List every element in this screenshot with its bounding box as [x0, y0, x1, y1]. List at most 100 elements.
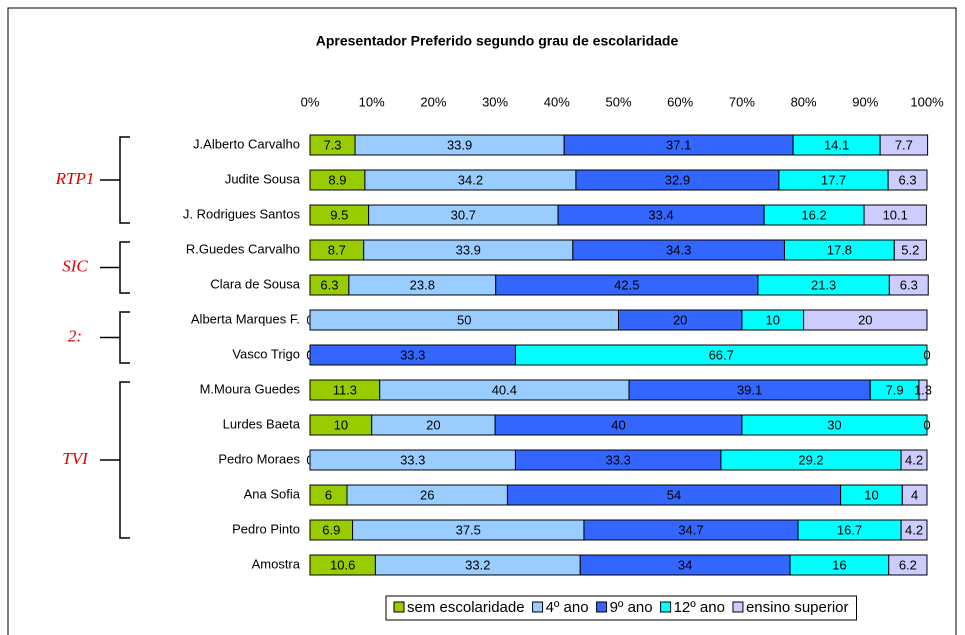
x-tick-label: 60%	[667, 94, 693, 109]
bar-segment	[887, 169, 928, 191]
x-tick-label: 50%	[605, 94, 631, 109]
group-bracket	[100, 381, 130, 539]
value-label: 4	[911, 487, 918, 502]
value-label: 54	[667, 487, 681, 502]
bar-segment	[918, 379, 928, 401]
value-label: 10.6	[330, 557, 355, 572]
value-label: 4.2	[905, 452, 923, 467]
legend-box	[385, 595, 858, 621]
x-tick-label: 30%	[482, 94, 508, 109]
legend-label: 4º ano	[546, 599, 589, 616]
value-label: 34.2	[458, 172, 483, 187]
value-label: 37.5	[456, 522, 481, 537]
value-label: 33.3	[606, 452, 631, 467]
x-tick-label: 100%	[910, 94, 944, 109]
value-label: 34.3	[666, 242, 691, 257]
bar-segment	[900, 519, 928, 541]
x-tick-label: 10%	[359, 94, 385, 109]
value-label: 33.9	[447, 137, 472, 152]
y-tick-label: Pedro Moraes	[218, 451, 300, 466]
value-label: 20	[858, 312, 872, 327]
y-tick-label: Judite Sousa	[225, 171, 301, 186]
value-label: 17.7	[821, 172, 846, 187]
x-tick-label: 0%	[301, 94, 320, 109]
value-label: 26	[420, 487, 434, 502]
y-tick-label: Vasco Trigo	[232, 346, 300, 361]
chart-title: Apresentador Preferido segundo grau de e…	[316, 33, 679, 49]
x-tick-label: 70%	[729, 94, 755, 109]
bar-segment	[803, 309, 928, 331]
value-label: 6.3	[320, 277, 338, 292]
value-label: 42.5	[614, 277, 639, 292]
bar-segment	[741, 414, 928, 436]
value-label: 33.9	[456, 242, 481, 257]
chart-border	[7, 7, 957, 635]
value-label: 10	[334, 417, 348, 432]
value-label: 6.2	[899, 557, 917, 572]
legend-swatch	[532, 601, 544, 613]
value-label: 8.7	[328, 242, 346, 257]
y-tick-label: Lurdes Baeta	[223, 416, 301, 431]
y-tick-label: J. Rodrigues Santos	[183, 206, 301, 221]
value-label: 20	[426, 417, 440, 432]
value-label: 7.7	[895, 137, 913, 152]
bar-segment	[900, 449, 928, 471]
value-label: 7.3	[323, 137, 341, 152]
value-label: 10	[766, 312, 780, 327]
group-bracket	[100, 136, 130, 224]
y-tick-label: Alberta Marques F.	[191, 311, 300, 326]
bar-segment	[863, 204, 927, 226]
legend-label: sem escolaridade	[407, 599, 525, 616]
value-label: 40	[611, 417, 625, 432]
value-label: 34	[678, 557, 692, 572]
value-label: 39.1	[737, 382, 762, 397]
value-label: 40.4	[492, 382, 517, 397]
value-label: 34.7	[678, 522, 703, 537]
value-label: 23.8	[410, 277, 435, 292]
value-label: 6	[325, 487, 332, 502]
value-label: 17.8	[827, 242, 852, 257]
y-tick-label: Clara de Sousa	[210, 276, 300, 291]
value-label: 37.1	[666, 137, 691, 152]
value-label: 7.9	[886, 382, 904, 397]
group-label: SIC	[62, 256, 88, 275]
bar-segment	[888, 274, 929, 296]
value-label: 10.1	[883, 207, 908, 222]
legend-label: 12º ano	[674, 599, 725, 616]
value-label: 30	[827, 417, 841, 432]
x-tick-label: 90%	[852, 94, 878, 109]
legend-swatch	[660, 601, 672, 613]
value-label: 5.2	[901, 242, 919, 257]
value-label: 16.7	[837, 522, 862, 537]
legend-label: 9º ano	[610, 599, 653, 616]
value-label: 30.7	[451, 207, 476, 222]
x-tick-label: 80%	[791, 94, 817, 109]
value-label: 29.2	[798, 452, 823, 467]
y-tick-label: Amostra	[252, 556, 301, 571]
group-label: RTP1	[55, 169, 95, 188]
x-tick-label: 40%	[544, 94, 570, 109]
value-label: 6.3	[900, 277, 918, 292]
value-label: 6.9	[322, 522, 340, 537]
value-label: 33.3	[400, 347, 425, 362]
legend-swatch	[732, 601, 744, 613]
group-bracket	[100, 241, 130, 294]
value-label: 32.9	[665, 172, 690, 187]
value-label: 16.2	[801, 207, 826, 222]
value-label: 0	[923, 417, 930, 432]
bar-segment	[514, 344, 928, 366]
value-label: 4.2	[905, 522, 923, 537]
legend-swatch	[393, 601, 405, 613]
legend-swatch	[596, 601, 608, 613]
value-label: 6.3	[899, 172, 917, 187]
value-label: 66.7	[709, 347, 734, 362]
value-label: 1.3	[914, 382, 932, 397]
bar-segment	[879, 134, 929, 156]
y-tick-label: M.Moura Guedes	[200, 381, 301, 396]
bar-segment	[901, 484, 928, 506]
bar-segment	[893, 239, 927, 261]
x-tick-label: 20%	[420, 94, 446, 109]
value-label: 14.1	[824, 137, 849, 152]
value-label: 20	[673, 312, 687, 327]
